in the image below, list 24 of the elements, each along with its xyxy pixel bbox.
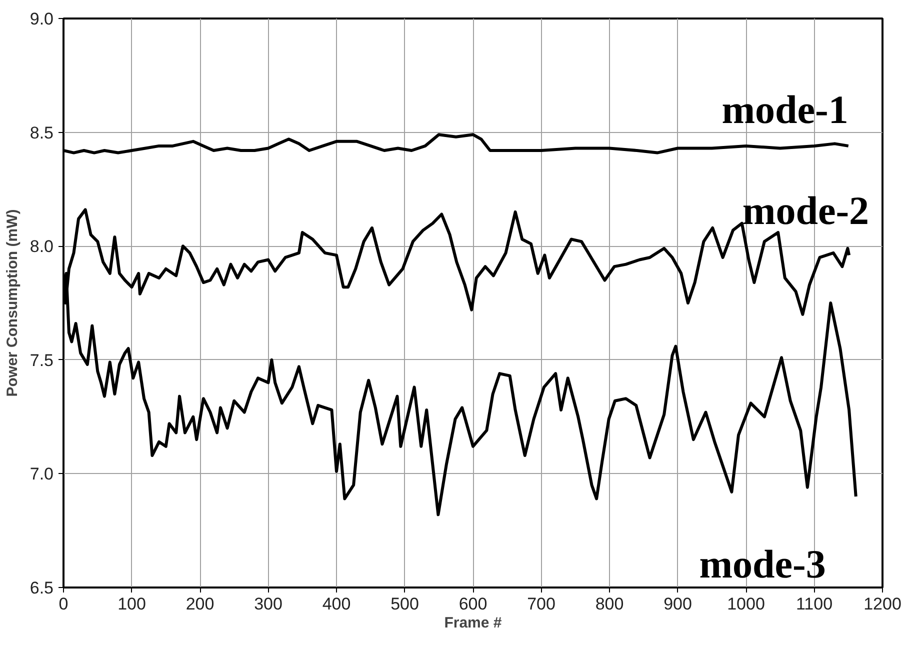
x-tick-label: 1000 xyxy=(727,594,765,614)
x-tick-label: 0 xyxy=(58,594,68,614)
x-tick-label: 900 xyxy=(664,594,692,614)
series-label: mode-1 xyxy=(722,86,848,132)
x-tick-label: 1100 xyxy=(796,594,833,614)
series-label: mode-3 xyxy=(699,541,826,586)
x-tick-label: 600 xyxy=(458,594,488,614)
y-tick-label: 7.0 xyxy=(30,464,54,484)
series-label: mode-2 xyxy=(742,188,870,234)
y-tick-label: 9.0 xyxy=(30,10,54,28)
y-tick-label: 8.5 xyxy=(30,123,54,142)
x-tick-label: 800 xyxy=(595,594,624,614)
y-axis-title: Power Consumption (mW) xyxy=(4,209,21,397)
x-tick-label: 100 xyxy=(118,594,146,614)
x-tick-label: 200 xyxy=(186,594,214,614)
y-tick-label: 7.5 xyxy=(30,350,54,370)
x-tick-label: 500 xyxy=(390,594,419,614)
x-tick-label: 1200 xyxy=(864,594,902,614)
x-axis-title: Frame # xyxy=(444,614,502,632)
x-tick-label: 400 xyxy=(322,594,351,614)
x-tick-label: 700 xyxy=(527,594,556,614)
y-tick-label: 8.0 xyxy=(30,237,54,256)
x-tick-label: 300 xyxy=(254,594,282,614)
y-tick-label: 6.5 xyxy=(30,578,54,598)
